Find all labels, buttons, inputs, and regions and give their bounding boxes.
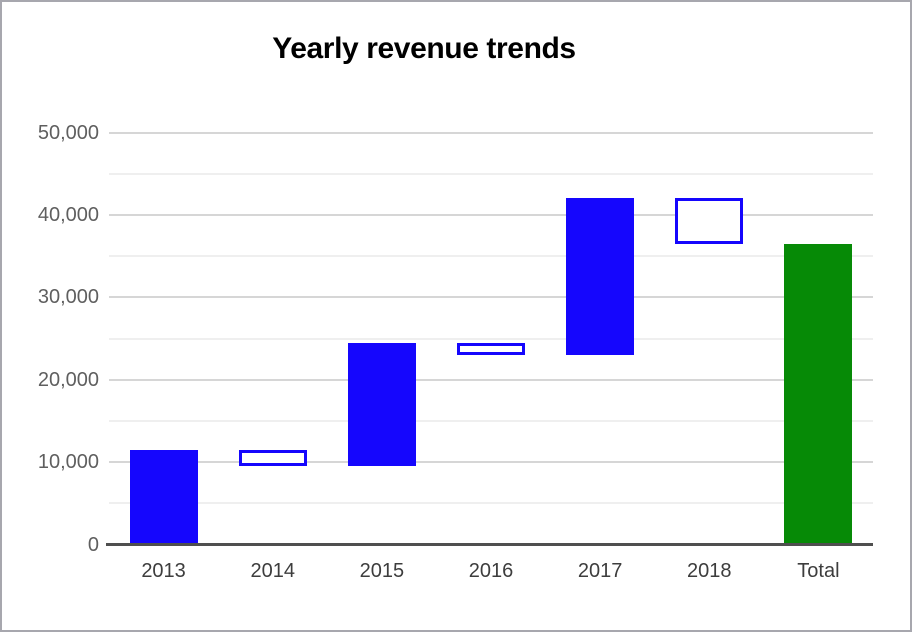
x-axis-line — [106, 543, 873, 546]
minor-gridline — [109, 502, 873, 505]
y-tick-label: 0 — [87, 533, 99, 556]
major-gridline — [109, 296, 873, 299]
y-tick-label: 40,000 — [37, 203, 99, 226]
chart-title: Yearly revenue trends — [272, 32, 576, 65]
x-tick-label: 2013 — [141, 560, 186, 582]
major-gridline — [109, 213, 873, 216]
major-gridline — [109, 131, 873, 134]
minor-gridline — [109, 255, 873, 258]
x-tick-label: 2018 — [687, 560, 732, 582]
bar-2013[interactable] — [129, 449, 198, 545]
bar-2016[interactable] — [457, 342, 525, 355]
bar-total[interactable] — [784, 243, 853, 545]
y-tick-label: 20,000 — [37, 368, 99, 391]
y-tick-label: 10,000 — [37, 451, 99, 474]
minor-gridline — [109, 419, 873, 422]
x-tick-label: 2015 — [359, 560, 405, 582]
x-tick-label: 2016 — [468, 560, 514, 582]
minor-gridline — [109, 337, 873, 340]
bar-2014[interactable] — [238, 449, 307, 467]
y-tick-label: 30,000 — [37, 286, 99, 309]
x-tick-label: Total — [797, 560, 840, 582]
major-gridline — [109, 461, 873, 464]
bar-2015[interactable] — [347, 342, 416, 467]
x-tick-label: 2017 — [577, 560, 623, 582]
major-gridline — [109, 378, 873, 381]
bar-2018[interactable] — [675, 198, 744, 244]
bar-2017[interactable] — [566, 198, 635, 355]
minor-gridline — [109, 172, 873, 175]
y-tick-label: 50,000 — [37, 121, 99, 144]
x-tick-label: 2014 — [250, 560, 295, 582]
